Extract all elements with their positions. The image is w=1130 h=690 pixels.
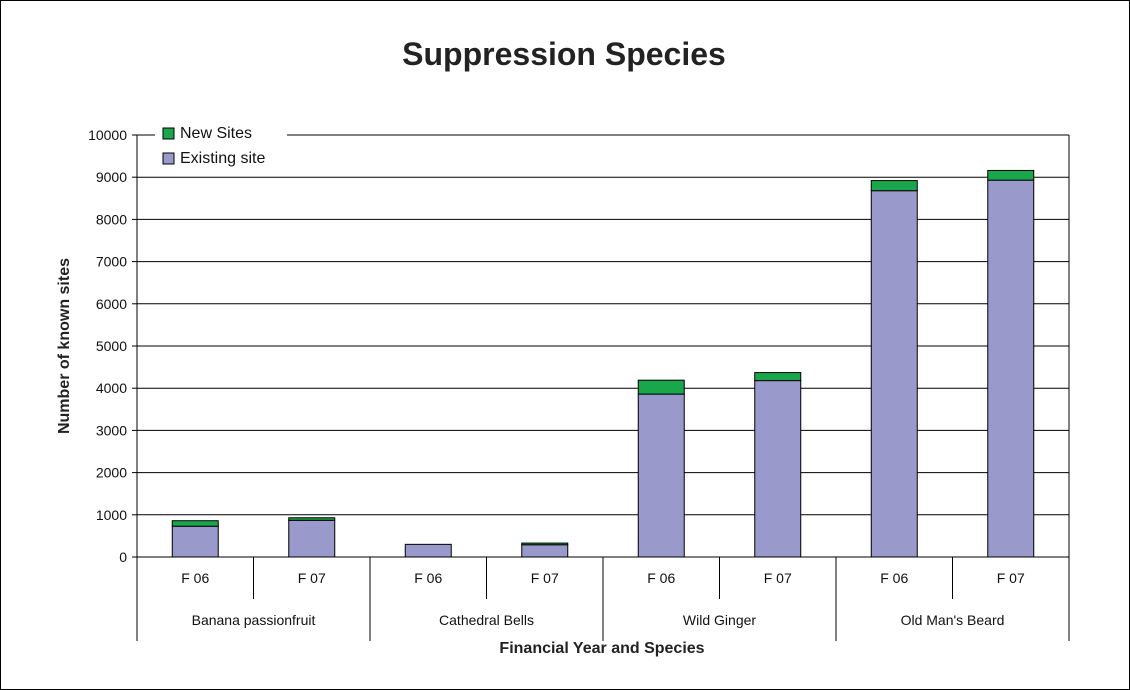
y-tick-label: 0 [119, 549, 127, 565]
bar-existing-site [288, 519, 336, 558]
bar-new-sites [521, 542, 569, 546]
chart-title: Suppression Species [402, 36, 726, 72]
bar-existing-site [754, 380, 802, 558]
bar-new-sites [288, 517, 336, 521]
bar-existing-site [171, 525, 219, 558]
y-tick-label: 7000 [96, 254, 127, 270]
bar-existing-site [404, 543, 452, 558]
legend: New Sites Existing site [155, 121, 287, 175]
x-tick-label: F 07 [531, 570, 559, 586]
x-axis-title: Financial Year and Species [499, 640, 704, 657]
y-tick-label: 9000 [96, 169, 127, 185]
bar-existing-site [521, 544, 569, 558]
bar-new-sites [754, 372, 802, 382]
x-tick-label: F 06 [181, 570, 209, 586]
group-label: Old Man's Beard [901, 612, 1005, 628]
x-tick-label: F 07 [997, 570, 1025, 586]
legend-swatch [162, 152, 175, 165]
plot-area: 0 1000 2000 3000 4000 5000 6000 7000 8000 9000 100… [88, 127, 1070, 641]
bar-existing-site [987, 179, 1035, 558]
group-label: Banana passionfruit [192, 612, 316, 628]
y-tick-label: 5000 [96, 338, 127, 354]
y-tick-label: 8000 [96, 211, 127, 227]
legend-label: Existing site [180, 150, 265, 167]
group-label: Cathedral Bells [439, 612, 534, 628]
bar-existing-site [870, 190, 918, 558]
bar-existing-site [637, 393, 685, 558]
y-tick-label: 3000 [96, 422, 127, 438]
x-tick-label: F 06 [647, 570, 675, 586]
y-tick-label: 10000 [88, 127, 127, 143]
legend-label: New Sites [180, 125, 252, 142]
y-tick-label: 1000 [96, 507, 127, 523]
bar-new-sites [171, 520, 219, 527]
y-tick-label: 2000 [96, 465, 127, 481]
bar-new-sites [870, 180, 918, 192]
x-tick-label: F 07 [764, 570, 792, 586]
group-label: Wild Ginger [683, 612, 756, 628]
bar-new-sites [637, 379, 685, 395]
legend-background [155, 121, 287, 175]
legend-swatch [162, 127, 175, 140]
bar-new-sites [987, 169, 1035, 181]
x-tick-label: F 06 [880, 570, 908, 586]
y-tick-label: 6000 [96, 296, 127, 312]
x-tick-label: F 07 [298, 570, 326, 586]
y-tick-label: 4000 [96, 380, 127, 396]
y-axis-title: Number of known sites [56, 258, 73, 434]
x-tick-label: F 06 [414, 570, 442, 586]
